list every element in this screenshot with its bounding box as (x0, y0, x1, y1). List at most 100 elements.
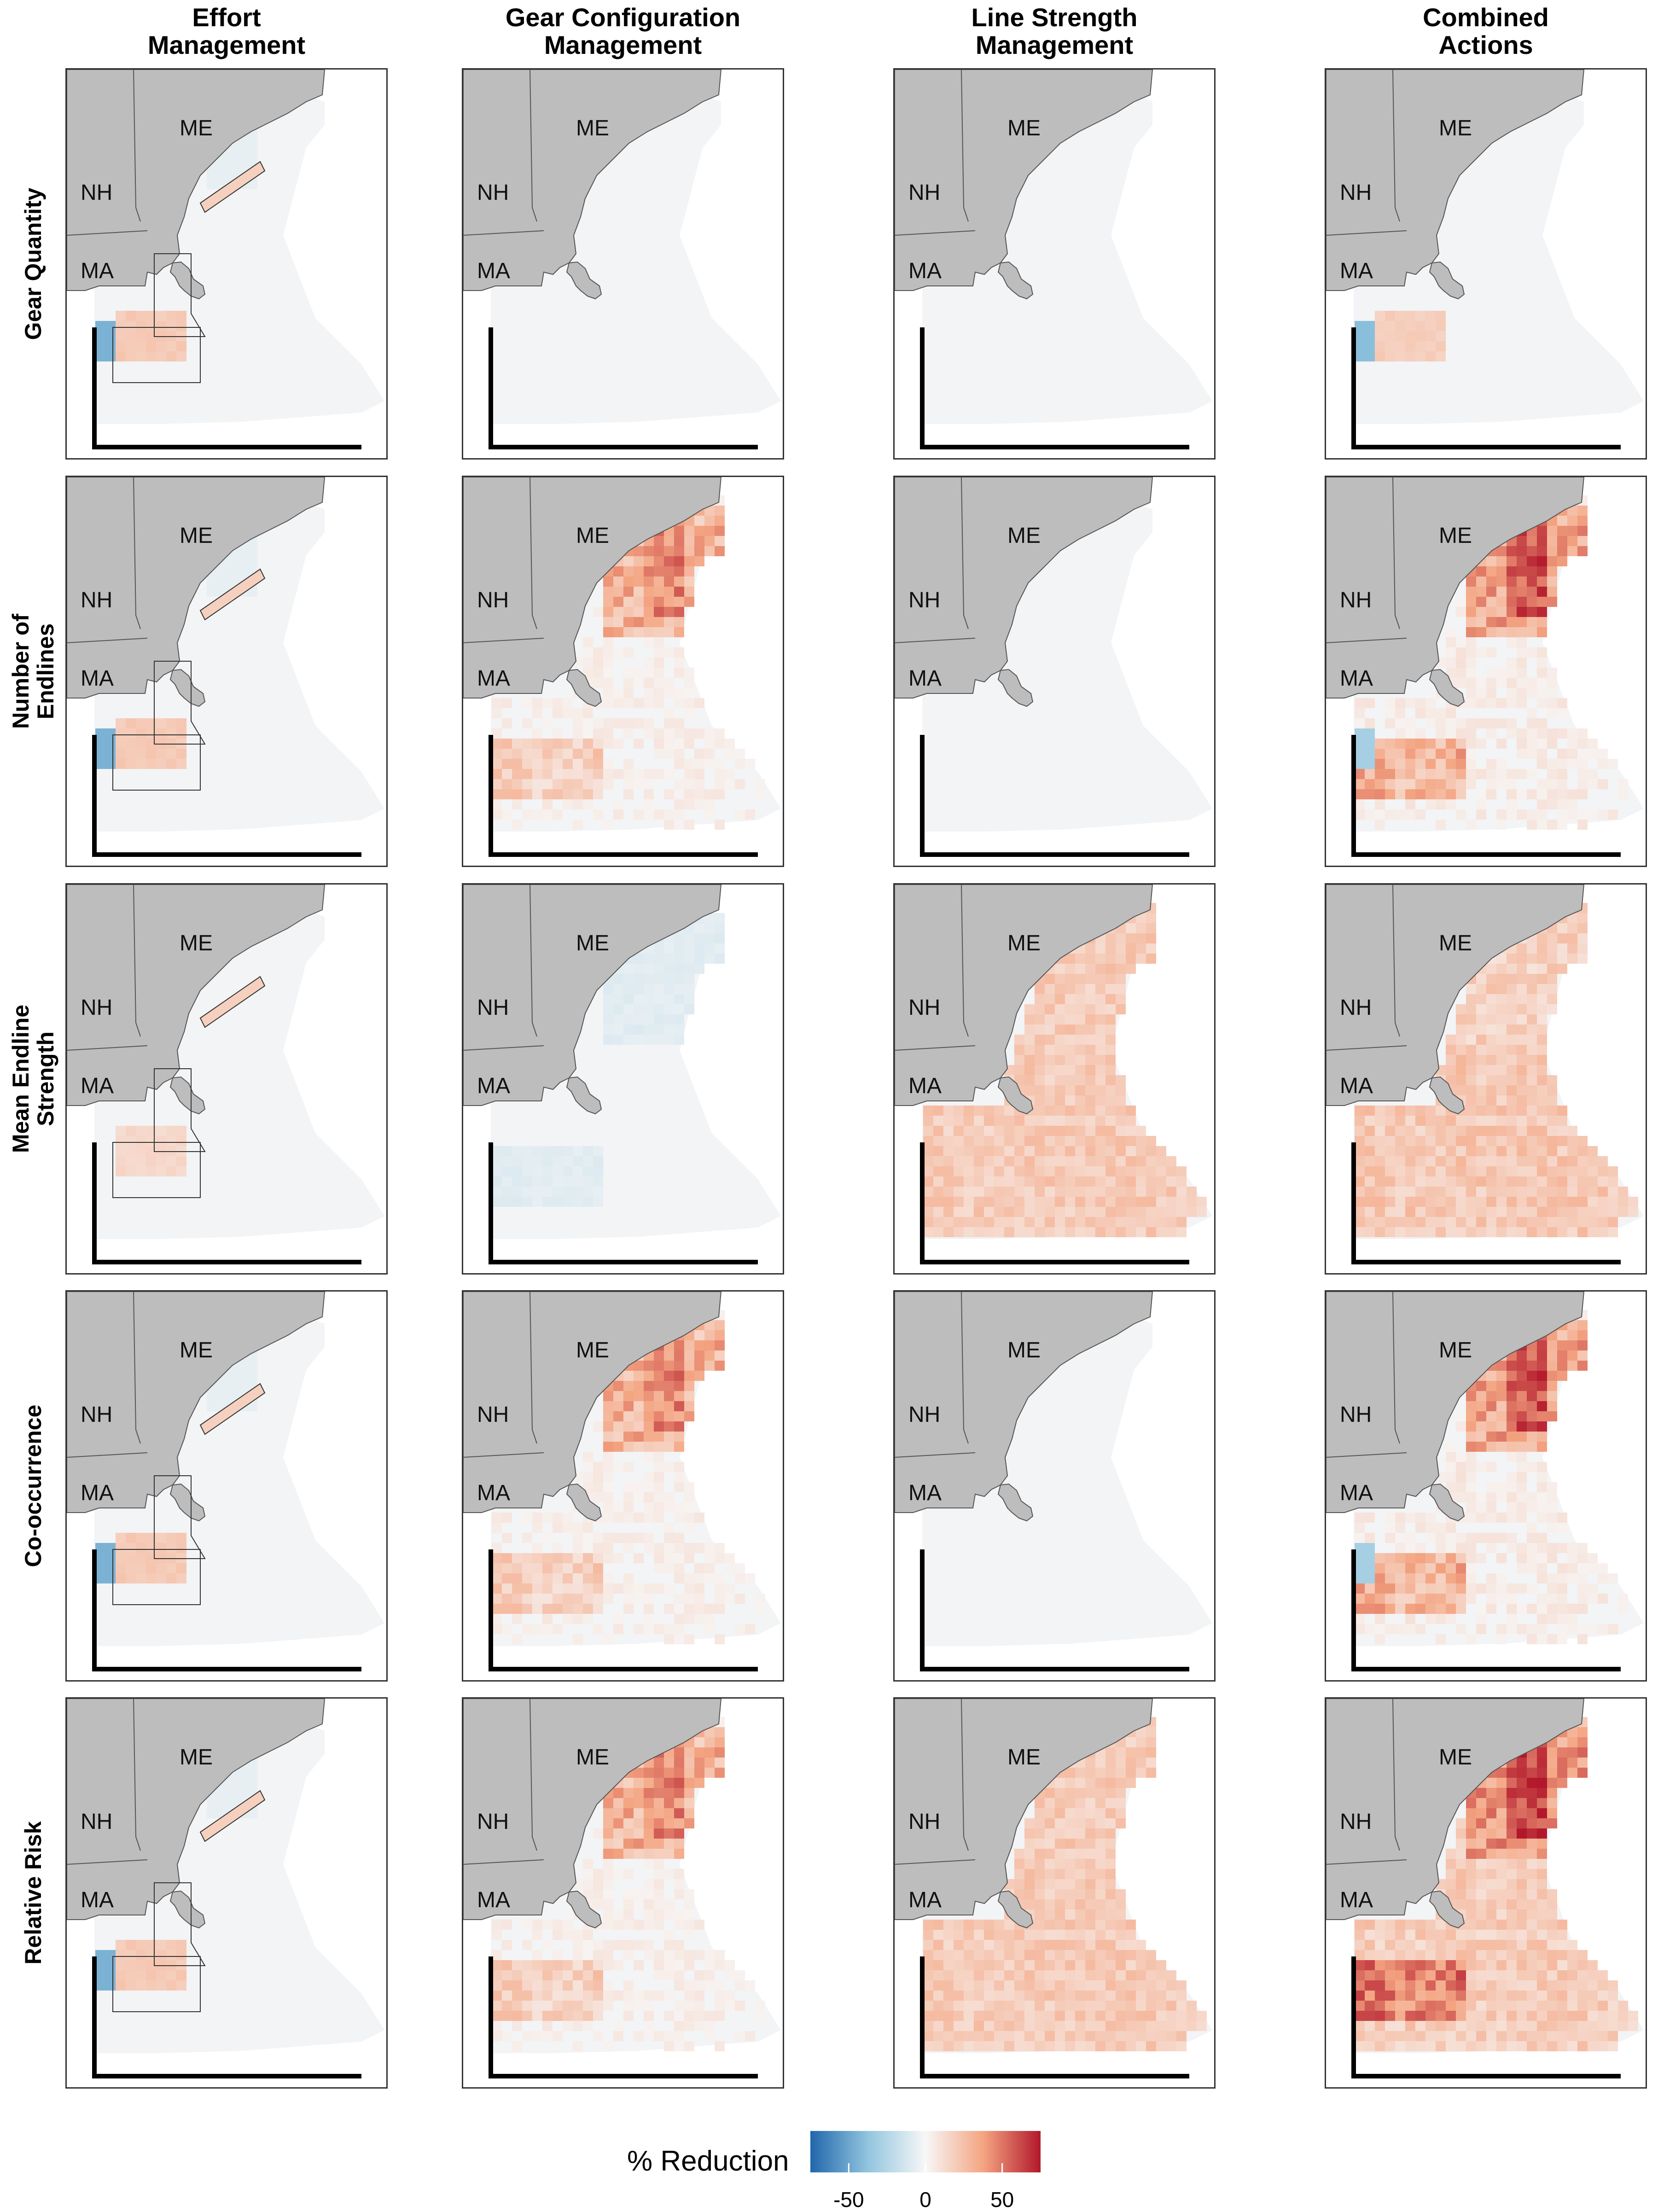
reduction-cell (1436, 2001, 1446, 2011)
map-svg (1326, 1292, 1644, 1671)
reduction-cell (664, 688, 674, 698)
reduction-cell (1425, 1523, 1436, 1533)
reduction-cell (1085, 1950, 1095, 1960)
reduction-cell (1355, 1106, 1365, 1116)
reduction-cell (1075, 1035, 1085, 1045)
reduction-cell (1105, 1095, 1116, 1106)
reduction-cell (715, 1320, 725, 1330)
reduction-cell (1507, 678, 1517, 688)
reduction-cell (1527, 536, 1537, 546)
reduction-cell (156, 351, 166, 361)
reduction-cell (1537, 1747, 1547, 1758)
reduction-cell (1446, 1055, 1456, 1065)
reduction-cell (623, 1778, 634, 1788)
reduction-cell (1375, 2031, 1385, 2041)
reduction-cell (1547, 2021, 1557, 2031)
reduction-cell (1436, 2011, 1446, 2021)
reduction-cell (1405, 1604, 1415, 1614)
reduction-cell (654, 1798, 664, 1808)
reduction-cell (532, 749, 542, 759)
reduction-cell (1365, 1563, 1375, 1573)
reduction-cell (553, 2031, 563, 2041)
reduction-cell (654, 1624, 664, 1634)
reduction-cell (1355, 1614, 1365, 1624)
reduction-cell (1517, 994, 1527, 1004)
reduction-cell (1405, 1533, 1415, 1543)
reduction-cell (1035, 1004, 1045, 1014)
reduction-cell (207, 587, 217, 597)
reduction-cell (593, 749, 603, 759)
reduction-cell (1476, 1391, 1486, 1401)
reduction-cell (1375, 1624, 1385, 1634)
legend-colorbar (810, 2131, 1041, 2172)
reduction-cell (1385, 698, 1395, 708)
reduction-cell (1577, 933, 1588, 943)
reduction-cell (1065, 974, 1075, 984)
reduction-cell (1507, 1187, 1517, 1197)
reduction-cell (116, 739, 126, 749)
reduction-cell (1557, 1970, 1567, 1980)
reduction-cell (1045, 1991, 1055, 2001)
reduction-cell (1024, 1065, 1035, 1075)
reduction-cell (1547, 1482, 1557, 1492)
reduction-cell (1197, 1197, 1207, 1207)
reduction-cell (1014, 1116, 1024, 1126)
reduction-cell (1375, 2011, 1385, 2021)
reduction-cell (943, 1176, 954, 1187)
reduction-cell (674, 627, 684, 637)
reduction-cell (1456, 1899, 1466, 1909)
reduction-cell (1567, 913, 1577, 923)
reduction-cell (674, 526, 684, 536)
reduction-cell (1395, 749, 1405, 759)
reduction-cell (1466, 1828, 1476, 1839)
reduction-cell (593, 1156, 603, 1166)
reduction-cell (735, 759, 745, 769)
reduction-cell (1608, 1166, 1618, 1176)
reduction-cell (704, 1727, 715, 1737)
reduction-cell (664, 1523, 674, 1533)
reduction-cell (1035, 1085, 1045, 1095)
reduction-cell (512, 1176, 522, 1187)
reduction-cell (1527, 943, 1537, 954)
reduction-cell (654, 1553, 664, 1563)
reduction-cell (1055, 1065, 1065, 1075)
reduction-cell (715, 1634, 725, 1644)
reduction-cell (1075, 964, 1085, 974)
reduction-cell (227, 169, 237, 179)
reduction-cell (1456, 1055, 1466, 1065)
reduction-cell (1055, 1035, 1065, 1045)
reduction-cell (532, 1146, 542, 1156)
reduction-cell (1527, 2011, 1537, 2021)
reduction-cell (1365, 779, 1375, 789)
reduction-cell (704, 1614, 715, 1624)
reduction-cell (1527, 820, 1537, 830)
reduction-cell (126, 739, 136, 749)
reduction-cell (1095, 1217, 1105, 1227)
reduction-cell (613, 647, 623, 658)
reduction-cell (1156, 1146, 1166, 1156)
reduction-cell (1385, 1156, 1395, 1166)
reduction-cell (603, 1991, 613, 2001)
reduction-cell (623, 1788, 634, 1798)
reduction-cell (1547, 1970, 1557, 1980)
reduction-cell (1466, 1014, 1476, 1025)
reduction-cell (1567, 1950, 1577, 1960)
state-border-nh-ma (895, 638, 976, 643)
reduction-cell (1024, 1970, 1035, 1980)
reduction-cell (984, 1920, 994, 1930)
reduction-cell (1537, 1960, 1547, 1970)
reduction-cell (1507, 1452, 1517, 1462)
reduction-cell (1527, 597, 1537, 607)
reduction-cell (542, 739, 553, 749)
reduction-cell (964, 1187, 974, 1197)
reduction-cell (1517, 1758, 1527, 1768)
reduction-cell (613, 1798, 623, 1808)
reduction-cell (1507, 994, 1517, 1004)
reduction-cell (623, 974, 634, 984)
reduction-cell (623, 1940, 634, 1950)
reduction-cell (1385, 2021, 1395, 2031)
reduction-cell (1456, 1543, 1466, 1553)
reduction-cell (1456, 1207, 1466, 1217)
reduction-cell (1618, 779, 1628, 789)
reduction-cell (512, 1166, 522, 1176)
